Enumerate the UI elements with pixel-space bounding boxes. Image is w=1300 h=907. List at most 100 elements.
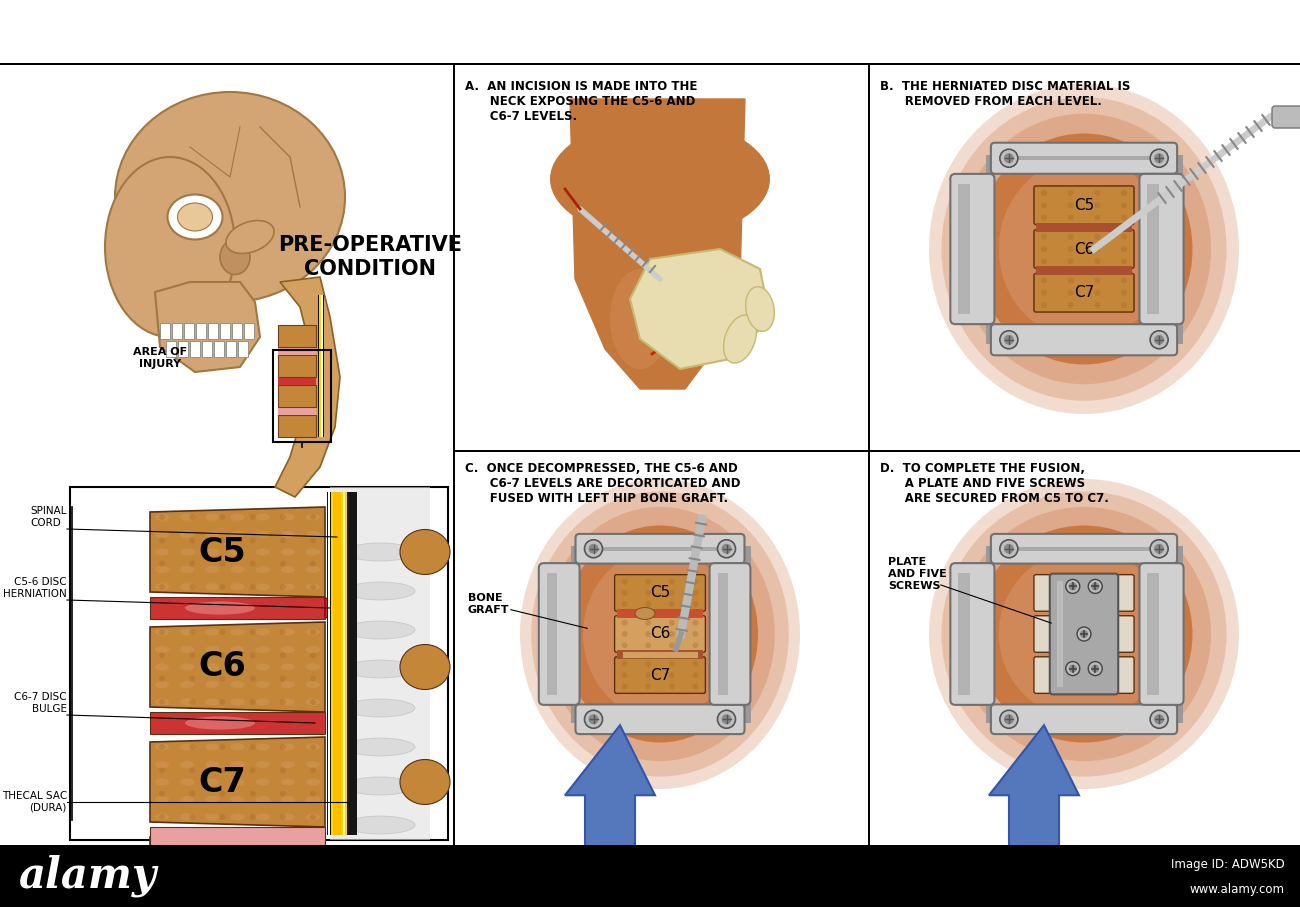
Circle shape [668, 590, 675, 596]
Ellipse shape [306, 629, 320, 636]
Ellipse shape [306, 531, 320, 538]
Circle shape [1004, 153, 1014, 163]
Circle shape [693, 579, 698, 585]
FancyBboxPatch shape [1139, 174, 1183, 324]
Ellipse shape [256, 698, 269, 706]
Circle shape [1091, 582, 1100, 590]
Circle shape [668, 672, 675, 678]
Circle shape [1000, 710, 1018, 728]
Ellipse shape [256, 629, 269, 636]
Polygon shape [276, 277, 341, 497]
Ellipse shape [205, 838, 220, 845]
Bar [347, 492, 354, 835]
Circle shape [280, 814, 286, 820]
Bar [958, 573, 970, 695]
Circle shape [1088, 580, 1102, 593]
Circle shape [309, 676, 316, 682]
Ellipse shape [281, 629, 295, 636]
FancyBboxPatch shape [576, 705, 745, 734]
Circle shape [309, 629, 316, 635]
Circle shape [1150, 331, 1169, 349]
Ellipse shape [230, 698, 244, 706]
Ellipse shape [181, 566, 194, 573]
Ellipse shape [256, 856, 269, 863]
Circle shape [309, 863, 316, 868]
Bar [868, 65, 870, 845]
Circle shape [1004, 544, 1014, 554]
Ellipse shape [205, 583, 220, 590]
Circle shape [220, 814, 225, 820]
Bar [70, 487, 448, 840]
Bar [278, 347, 316, 355]
Circle shape [645, 579, 651, 585]
Circle shape [280, 863, 286, 868]
Circle shape [220, 744, 225, 750]
Ellipse shape [230, 531, 244, 538]
Ellipse shape [230, 873, 244, 881]
FancyBboxPatch shape [950, 563, 994, 705]
Bar [616, 650, 703, 658]
Circle shape [159, 514, 165, 520]
Circle shape [1150, 710, 1169, 728]
Circle shape [190, 885, 195, 892]
Circle shape [1121, 202, 1127, 209]
Circle shape [220, 839, 225, 845]
Circle shape [1004, 714, 1014, 725]
Ellipse shape [724, 315, 757, 363]
Circle shape [280, 652, 286, 658]
Circle shape [693, 661, 698, 667]
Ellipse shape [205, 891, 220, 898]
Circle shape [668, 631, 675, 637]
Ellipse shape [306, 778, 320, 785]
Polygon shape [150, 832, 325, 907]
Bar [273, 350, 332, 442]
Ellipse shape [930, 479, 1239, 789]
Circle shape [722, 544, 732, 554]
Circle shape [1067, 234, 1074, 239]
Circle shape [190, 629, 195, 635]
Bar [452, 65, 455, 845]
Circle shape [668, 661, 675, 667]
Circle shape [1041, 202, 1046, 209]
Circle shape [589, 544, 598, 554]
Bar [150, 712, 325, 734]
Circle shape [1041, 246, 1046, 252]
Circle shape [220, 561, 225, 567]
Ellipse shape [746, 287, 775, 331]
Ellipse shape [230, 761, 244, 768]
Ellipse shape [230, 814, 244, 821]
Circle shape [1041, 234, 1046, 239]
Circle shape [589, 714, 598, 725]
Circle shape [1066, 580, 1080, 593]
Ellipse shape [230, 681, 244, 688]
Circle shape [1095, 215, 1100, 220]
Ellipse shape [205, 513, 220, 521]
Circle shape [1041, 258, 1046, 264]
Ellipse shape [256, 681, 269, 688]
Ellipse shape [168, 194, 222, 239]
Text: C.  ONCE DECOMPRESSED, THE C5-6 AND
      C6-7 LEVELS ARE DECORTICATED AND
     : C. ONCE DECOMPRESSED, THE C5-6 AND C6-7 … [465, 462, 741, 505]
Ellipse shape [562, 525, 758, 743]
Bar [318, 295, 322, 437]
Circle shape [1067, 190, 1074, 196]
Bar [178, 341, 188, 357]
Ellipse shape [545, 507, 775, 761]
Ellipse shape [205, 778, 220, 785]
Circle shape [250, 652, 256, 658]
Circle shape [1067, 202, 1074, 209]
Ellipse shape [344, 582, 415, 600]
Bar [452, 450, 1300, 452]
Ellipse shape [155, 664, 169, 670]
Circle shape [645, 672, 651, 678]
Ellipse shape [256, 664, 269, 670]
Bar [278, 407, 316, 415]
Ellipse shape [230, 838, 244, 845]
Ellipse shape [205, 873, 220, 881]
Circle shape [645, 661, 651, 667]
Circle shape [1067, 246, 1074, 252]
Text: C7: C7 [1074, 285, 1095, 300]
Ellipse shape [181, 778, 194, 785]
Ellipse shape [306, 744, 320, 750]
Ellipse shape [256, 566, 269, 573]
Circle shape [1121, 258, 1127, 264]
